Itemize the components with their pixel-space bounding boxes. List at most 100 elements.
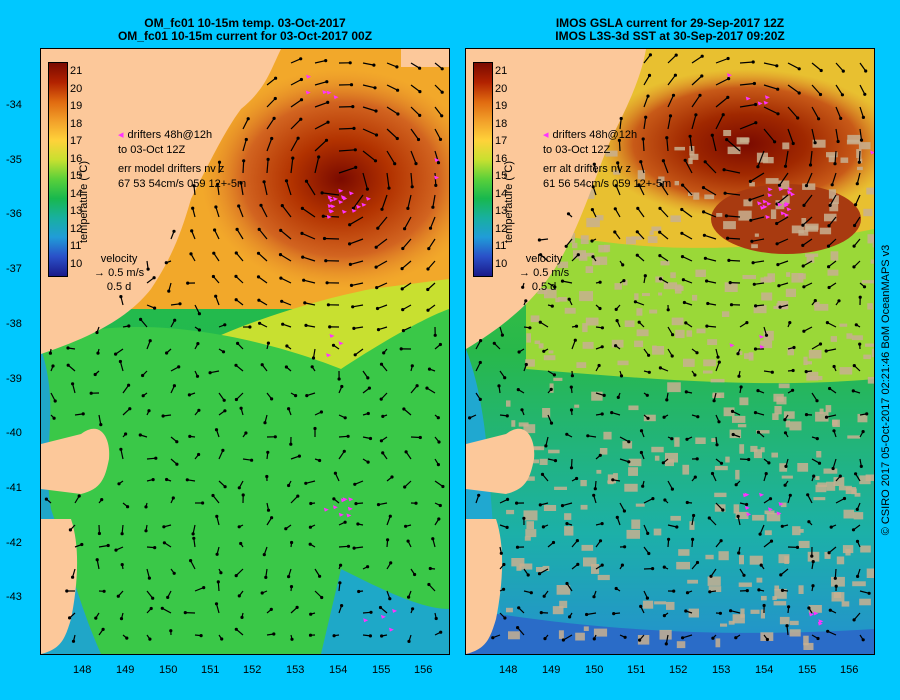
arrow-head [522, 516, 526, 520]
lat-tick: -34 [6, 99, 22, 111]
current-arrow [434, 480, 444, 487]
arrow-head [813, 141, 817, 145]
arrow-head [440, 90, 444, 94]
cloud-patch [658, 176, 665, 186]
arrow-head [639, 429, 644, 433]
tasmania-land [41, 519, 78, 654]
cloud-patch [722, 311, 730, 317]
arrow-head [658, 206, 662, 210]
drifter-marker [356, 204, 362, 209]
arrow-head [388, 597, 392, 601]
cloud-patch [826, 152, 838, 158]
arrow-head [352, 126, 356, 130]
drifter-marker [760, 205, 766, 210]
cloud-patch [780, 502, 787, 508]
arrow-head [326, 100, 330, 104]
current-arrow [280, 277, 292, 284]
cloud-patch [727, 146, 741, 155]
cloud-patch [599, 448, 608, 455]
arrow-head [804, 184, 809, 188]
current-arrow [290, 158, 294, 174]
arrow-head [779, 573, 783, 577]
arrow-head [436, 416, 440, 420]
arrow-head [154, 456, 158, 460]
current-arrow [285, 180, 292, 196]
right-colorbar [473, 62, 493, 277]
lon-tick: 152 [669, 664, 688, 676]
arrow-head [190, 229, 194, 233]
arrow-head [284, 527, 288, 531]
current-arrow [377, 216, 388, 229]
arrow-head [685, 500, 689, 505]
arrow-head [426, 267, 430, 271]
arrow-head [265, 474, 269, 479]
arrow-head [670, 354, 674, 358]
error-legend-stats: 61 56 54cm/s 059 12+-5m [543, 178, 672, 190]
arrow-head [826, 629, 830, 633]
arrow-head [661, 461, 665, 465]
arrow-head [600, 412, 604, 416]
current-arrow [401, 282, 412, 290]
cloud-patch [859, 598, 871, 606]
current-arrow [682, 184, 693, 196]
cloud-patch [665, 459, 674, 467]
arrow-head [426, 308, 430, 312]
arrow-head [279, 228, 283, 232]
arrow-head [375, 306, 380, 311]
drifter-marker [745, 96, 751, 101]
arrow-head [348, 223, 352, 227]
cloud-patch [530, 315, 540, 323]
cloud-patch [863, 354, 872, 360]
arrow-head [192, 184, 196, 188]
lon-tick: 153 [712, 664, 731, 676]
cloud-patch [860, 545, 871, 553]
current-arrow [828, 216, 837, 227]
arrow-head [318, 458, 322, 463]
cloud-patch [676, 641, 686, 649]
cloud-patch [827, 269, 839, 276]
arrow-head [863, 92, 867, 96]
arrow-head [610, 411, 614, 415]
drifter-marker [787, 190, 793, 195]
cloud-patch [867, 303, 873, 310]
arrow-head [836, 139, 840, 144]
cloud-patch [703, 370, 713, 374]
cloud-patch [711, 438, 716, 442]
arrow-head [127, 324, 131, 328]
arrow-head [223, 323, 227, 327]
arrow-head [575, 539, 579, 543]
arrow-head [590, 239, 594, 243]
arrow-head [682, 300, 686, 305]
current-arrow [290, 58, 301, 64]
arrow-head [725, 138, 729, 142]
arrow-head [570, 374, 574, 378]
arrow-head [716, 355, 720, 359]
arrow-head [477, 493, 481, 497]
lon-tick: 155 [798, 664, 817, 676]
arrow-head [270, 136, 274, 141]
cloud-patch [533, 446, 541, 450]
arrow-head [711, 636, 715, 640]
error-legend-stats: 67 53 54cm/s 059 12+-5m [118, 178, 247, 190]
arrow-head [804, 370, 808, 374]
arrow-head [309, 612, 313, 616]
current-arrow [704, 161, 717, 174]
arrow-head [734, 636, 738, 640]
current-arrow [637, 208, 645, 218]
drifter-marker [765, 215, 771, 219]
cloud-patch [861, 280, 876, 284]
arrow-head [718, 611, 722, 615]
current-arrow [194, 304, 200, 314]
arrow-head [354, 165, 358, 169]
cloud-patch [654, 455, 660, 461]
cloud-patch [712, 392, 725, 398]
colorbar-tick: 13 [70, 205, 83, 217]
arrow-head [264, 575, 268, 580]
cloud-patch [542, 565, 550, 571]
arrow-head [389, 561, 393, 565]
arrow-head [775, 242, 779, 246]
current-arrow [314, 81, 327, 86]
cloud-patch [774, 406, 782, 415]
current-arrow [776, 216, 789, 225]
arrow-head [537, 572, 542, 576]
